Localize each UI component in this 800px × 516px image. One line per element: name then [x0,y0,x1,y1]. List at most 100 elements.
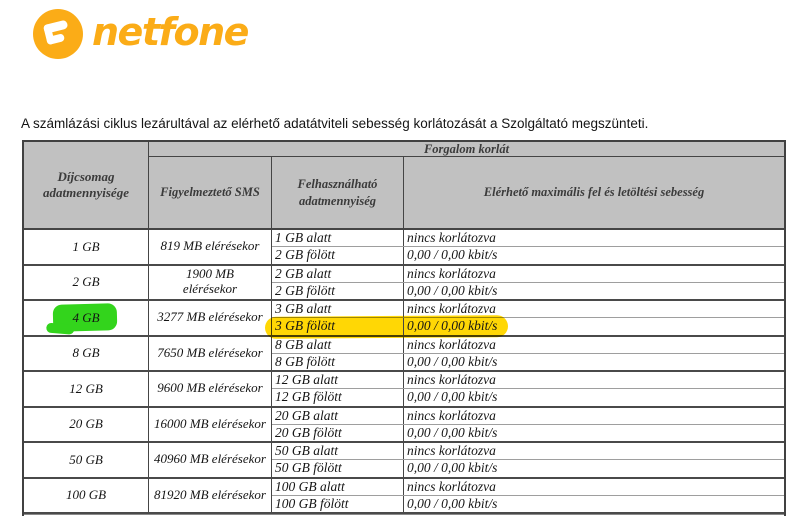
usage-speed-group: 50 GB alatt nincs korlátozva 50 GB fölött 0… [272,443,784,477]
speed-cell: nincs korlátozva [407,372,496,388]
header-package-column: Díjcsomag adatmennyisége [24,142,149,228]
table-row: 8 GB 7650 MB elérésekor 8 GB alatt nincs ko… [24,336,784,372]
usage-speed-row: 2 GB fölött 0,00 / 0,00 kbit/s [272,246,784,264]
usage-speed-row: 1 GB alatt nincs korlátozva [272,230,784,247]
usage-speed-row: 20 GB alatt nincs korlátozva [272,407,784,424]
speed-cell: 0,00 / 0,00 kbit/s [407,424,498,440]
header-traffic-limit-group: Forgalom korlát Figyelmeztető SMS Felhas… [149,142,784,228]
sms-threshold-cell: 16000 MB elérésekor [149,407,272,441]
usage-speed-row: 100 GB fölött 0,00 / 0,00 kbit/s [272,494,784,512]
cut-off-next-row [24,514,784,516]
usage-cell: 2 GB fölött [272,282,404,299]
usage-speed-group: 12 GB alatt nincs korlátozva 12 GB fölött 0… [272,372,784,406]
brand-wordmark: netfone [92,10,249,54]
package-cell: 1 GB [24,230,149,264]
usage-speed-row: 2 GB fölött 0,00 / 0,00 kbit/s [272,281,784,299]
usage-speed-group: 8 GB alatt nincs korlátozva 8 GB fölött 0,0… [272,336,784,370]
usage-cell: 8 GB fölött [272,353,404,370]
netfone-logo: netfone [33,9,249,59]
usage-speed-group: 1 GB alatt nincs korlátozva 2 GB fölött 0,0… [272,230,784,264]
speed-cell: 0,00 / 0,00 kbit/s [407,495,498,511]
usage-cell: 20 GB fölött [272,424,404,441]
package-label: 100 GB [65,487,107,503]
speed-cell: 0,00 / 0,00 kbit/s [407,282,498,298]
sms-threshold-cell: 40960 MB elérésekor [149,443,272,477]
usage-speed-group: 20 GB alatt nincs korlátozva 20 GB fölött 0… [272,407,784,441]
sms-threshold-cell: 819 MB elérésekor [149,230,272,264]
usage-cell: 12 GB alatt [272,372,404,389]
usage-speed-row: 12 GB fölött 0,00 / 0,00 kbit/s [272,388,784,406]
package-label: 8 GB [72,345,100,361]
package-label: 12 GB [69,380,103,396]
usage-speed-row: 3 GB fölött 0,00 / 0,00 kbit/s [264,315,784,340]
package-cell: 100 GB [24,478,149,512]
usage-cell: 2 GB alatt [272,265,404,282]
speed-cell: nincs korlátozva [407,230,496,246]
usage-cell: 20 GB alatt [272,407,404,424]
table-row: 2 GB 1900 MB elérésekor 2 GB alatt nincs ko… [24,265,784,301]
tariff-table: Díjcsomag adatmennyisége Forgalom korlát… [22,140,786,516]
sms-threshold-cell: 81920 MB elérésekor [149,478,272,512]
table-row: 1 GB 819 MB elérésekor 1 GB alatt nincs kor… [24,230,784,266]
package-cell: 20 GB [24,407,149,441]
table-row: 4 GB 3277 MB elérésekor 3 GB alatt nincs ko… [24,301,784,340]
sms-threshold-cell: 9600 MB elérésekor [149,372,272,406]
intro-paragraph: A számlázási ciklus lezárultával az elér… [21,116,649,131]
package-label: 50 GB [69,451,103,467]
package-cell: 50 GB [24,443,149,477]
usage-speed-row: 100 GB alatt nincs korlátozva [272,478,784,495]
usage-cell: 8 GB alatt [272,336,404,353]
speed-cell: nincs korlátozva [407,265,496,281]
speed-cell: nincs korlátozva [407,301,496,317]
header-sub-row: Figyelmeztető SMS Felhasználható adatmen… [149,157,784,228]
package-cell: 2 GB [24,265,149,299]
usage-speed-group: 100 GB alatt nincs korlátozva 100 GB fölöt… [272,478,784,512]
speed-cell: 0,00 / 0,00 kbit/s [407,247,498,263]
usage-speed-row: 8 GB fölött 0,00 / 0,00 kbit/s [272,352,784,370]
header-group-label: Forgalom korlát [149,142,784,157]
sms-threshold-cell: 3277 MB elérésekor [149,301,272,335]
usage-speed-row: 8 GB alatt nincs korlátozva [272,336,784,353]
table-row: 100 GB 81920 MB elérésekor 100 GB alatt nin… [24,478,784,514]
package-cell: 8 GB [24,336,149,370]
usage-cell: 1 GB alatt [272,230,404,247]
package-label: 2 GB [72,274,100,290]
package-label: 4 GB [72,309,100,325]
table-body: 1 GB 819 MB elérésekor 1 GB alatt nincs kor… [24,230,784,514]
speed-cell: nincs korlátozva [407,443,496,459]
usage-speed-row: 50 GB fölött 0,00 / 0,00 kbit/s [272,459,784,477]
usage-cell: 50 GB alatt [272,443,404,460]
table-row: 20 GB 16000 MB elérésekor 20 GB alatt nincs… [24,407,784,443]
table-header: Díjcsomag adatmennyisége Forgalom korlát… [24,142,784,230]
package-cell: 4 GB [24,301,149,335]
header-speed-column: Elérhető maximális fel és letöltési sebe… [483,185,705,200]
package-cell: 12 GB [24,372,149,406]
header-sms-column: Figyelmeztető SMS [149,157,272,228]
usage-cell: 2 GB fölött [272,247,404,264]
speed-cell: nincs korlátozva [407,407,496,423]
speed-cell: 0,00 / 0,00 kbit/s [407,460,498,476]
usage-speed-row: 20 GB fölött 0,00 / 0,00 kbit/s [272,423,784,441]
usage-speed-row: 2 GB alatt nincs korlátozva [272,265,784,282]
sms-threshold-cell: 1900 MB elérésekor [149,265,272,299]
table-row: 50 GB 40960 MB elérésekor 50 GB alatt nincs… [24,443,784,479]
usage-cell: 3 GB fölött [272,318,404,335]
sms-threshold-cell: 7650 MB elérésekor [149,336,272,370]
speed-cell: 0,00 / 0,00 kbit/s [407,318,498,334]
speed-cell: 0,00 / 0,00 kbit/s [407,389,498,405]
speed-cell: nincs korlátozva [407,336,496,352]
usage-cell: 50 GB fölött [272,460,404,477]
package-label: 20 GB [69,416,103,432]
usage-speed-group: 2 GB alatt nincs korlátozva 2 GB fölött 0,0… [272,265,784,299]
speed-cell: 0,00 / 0,00 kbit/s [407,353,498,369]
usage-cell: 3 GB alatt [272,301,404,318]
speed-cell: nincs korlátozva [407,478,496,494]
usage-cell: 100 GB fölött [272,495,404,512]
usage-speed-row: 50 GB alatt nincs korlátozva [272,443,784,460]
table-row: 12 GB 9600 MB elérésekor 12 GB alatt nincs … [24,372,784,408]
usage-speed-group: 3 GB alatt nincs korlátozva 3 GB fölött 0,0… [264,301,784,340]
header-usage-column: Felhasználható adatmennyiség [272,157,404,228]
netfone-circle-icon [33,9,83,59]
usage-speed-row: 3 GB alatt nincs korlátozva [272,301,784,318]
usage-speed-row: 12 GB alatt nincs korlátozva [272,372,784,389]
